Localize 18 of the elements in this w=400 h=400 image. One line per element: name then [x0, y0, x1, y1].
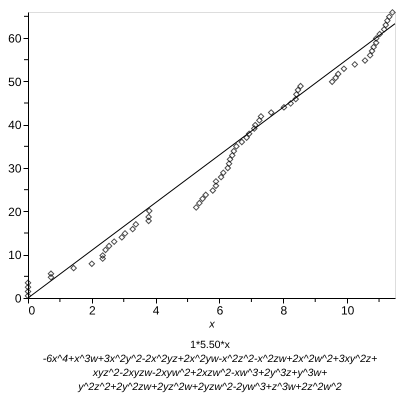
y-tick-label: 40: [8, 118, 22, 132]
text: -6x^4+x^3w+3x^2y^2-2x^2yz+2x^2yw-x^2z^2-x^2zw+2x^2w^2+3xy^2z+: [42, 353, 378, 365]
y-tick-label: 10: [8, 248, 22, 262]
x-axis-title: x: [208, 318, 216, 330]
x-tick-label: 2: [88, 304, 96, 318]
text: 1*5.50*x: [190, 339, 231, 351]
x-tick-label: 10: [340, 304, 355, 318]
text: y^2z^2+2y^2zw+2yz^2w+2yzw^2-2yw^3+z^3w+2z^2w^2: [77, 381, 342, 393]
y-tick-label: 20: [8, 204, 22, 219]
x-tick-label: 0: [28, 304, 36, 318]
y-tick-label: 60: [8, 32, 22, 46]
x-tick-label: 6: [216, 304, 224, 318]
x-tick-label: 8: [280, 304, 288, 318]
y-tick-label: 30: [8, 162, 22, 176]
y-tick-label: 50: [8, 74, 22, 89]
x-tick-label: 4: [152, 304, 160, 318]
y-tick-label: 0: [14, 292, 22, 306]
text: xyz^2-2xyzw-2xyw^2+2xzw^2-xw^3+2y^3z+y^3w+: [92, 367, 328, 379]
